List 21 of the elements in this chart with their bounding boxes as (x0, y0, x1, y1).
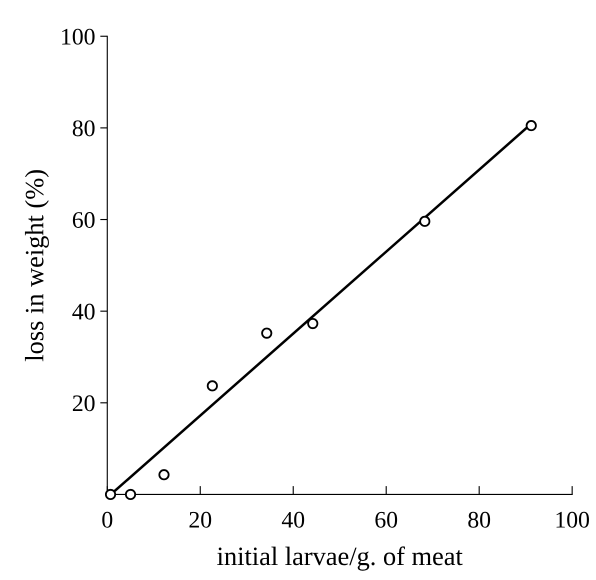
x-tick-label: 80 (468, 512, 490, 528)
point (419, 216, 430, 227)
point (206, 380, 218, 392)
x-tick-label: 0 (102, 512, 112, 528)
y-tick-label: 80 (72, 120, 95, 136)
x-tick-label: 20 (189, 512, 212, 528)
point (124, 488, 136, 500)
y-tick-label: 60 (72, 212, 95, 228)
y-tick-label: 40 (72, 304, 95, 320)
point (104, 488, 116, 500)
y-tick-label: 100 (62, 28, 95, 45)
x-tick-label: 40 (282, 512, 304, 528)
point (526, 120, 537, 132)
point (261, 328, 272, 339)
y-axis-title: loss in weight (%) (24, 170, 49, 362)
point (307, 318, 318, 330)
y-tick-label: 20 (72, 395, 95, 412)
x-axis-title: initial larvae/g. of meat (217, 546, 463, 571)
x-tick-label: 100 (556, 512, 589, 528)
point (158, 469, 170, 480)
x-tick-label: 60 (375, 512, 398, 528)
